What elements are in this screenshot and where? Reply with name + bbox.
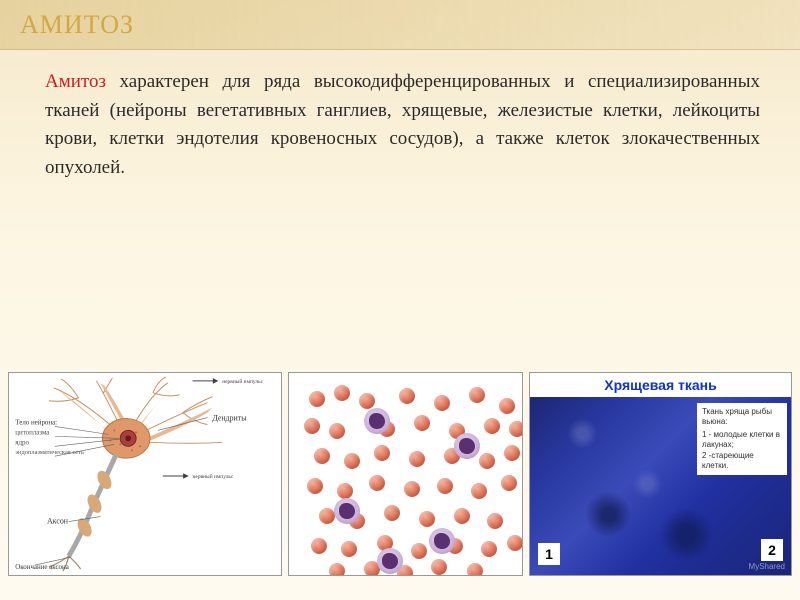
cartilage-header: Хрящевая ткань (530, 373, 791, 397)
body-paragraph: Амитоз характерен для ряда высокодиффере… (0, 50, 800, 192)
red-blood-cell (307, 478, 323, 494)
cartilage-legend-item-2: 2 -стареющие клетки. (702, 451, 782, 472)
red-blood-cell (509, 421, 523, 437)
red-blood-cell (334, 385, 350, 401)
neuron-label-axon: Аксон (47, 517, 69, 526)
red-blood-cell (384, 505, 400, 521)
white-blood-cell (429, 528, 455, 554)
red-blood-cell (504, 445, 520, 461)
red-blood-cell (419, 511, 435, 527)
red-blood-cell (467, 563, 483, 576)
red-blood-cell (404, 481, 420, 497)
blood-panel (288, 372, 523, 576)
red-blood-cell (507, 535, 523, 551)
red-blood-cell (481, 541, 497, 557)
red-blood-cell (471, 483, 487, 499)
neuron-label-body: Тело нейрона: (15, 419, 57, 426)
red-blood-cell (311, 538, 327, 554)
red-blood-cell (501, 475, 517, 491)
red-blood-cell (309, 391, 325, 407)
red-blood-cell (499, 398, 515, 414)
cartilage-index-2: 2 (761, 539, 783, 561)
red-blood-cell (359, 393, 375, 409)
neuron-label-impulse-mid: нервный импульс (193, 473, 234, 480)
red-blood-cell (469, 387, 485, 403)
neuron-label-dendrites: Дендриты (212, 414, 247, 423)
paragraph-rest: характерен для ряда высокодифференцирова… (45, 71, 760, 178)
red-blood-cell (409, 451, 425, 467)
red-blood-cell (411, 543, 427, 559)
white-blood-cell (377, 548, 403, 574)
cartilage-index-1: 1 (538, 543, 560, 565)
cartilage-legend: Ткань хряща рыбы вьюна: 1 - молодые клет… (697, 403, 787, 475)
red-blood-cell (454, 508, 470, 524)
red-blood-cell (487, 513, 503, 529)
red-blood-cell (399, 388, 415, 404)
cartilage-legend-item-1: 1 - молодые клетки в лакунах; (702, 430, 782, 451)
slide-title: АМИТОЗ (20, 10, 134, 40)
red-blood-cell (329, 423, 345, 439)
white-blood-cell (334, 498, 360, 524)
red-blood-cell (431, 559, 447, 575)
images-row: Тело нейрона: цитоплазма ядро эндоплазма… (8, 372, 792, 576)
neuron-panel: Тело нейрона: цитоплазма ядро эндоплазма… (8, 372, 282, 576)
red-blood-cell (344, 453, 360, 469)
neuron-label-impulse-top: нервный импульс (222, 378, 263, 385)
red-blood-cell (369, 475, 385, 491)
red-blood-cell (337, 483, 353, 499)
neuron-diagram: Тело нейрона: цитоплазма ядро эндоплазма… (9, 373, 281, 575)
cartilage-watermark: MyShared (749, 562, 785, 571)
red-blood-cell (341, 541, 357, 557)
red-blood-cell (414, 415, 430, 431)
neuron-label-ending: Окончание аксона (15, 564, 69, 571)
red-blood-cell (329, 563, 345, 576)
white-blood-cell (454, 433, 480, 459)
red-blood-cell (374, 445, 390, 461)
red-blood-cell (484, 418, 500, 434)
red-blood-cell (319, 508, 335, 524)
title-bar: АМИТОЗ (0, 0, 800, 50)
neuron-label-cytoplasm: цитоплазма (15, 429, 49, 436)
red-blood-cell (434, 395, 450, 411)
red-blood-cell (304, 418, 320, 434)
red-blood-cell (314, 448, 330, 464)
highlight-word: Амитоз (45, 71, 106, 92)
red-blood-cell (437, 478, 453, 494)
white-blood-cell (364, 408, 390, 434)
neuron-label-nucleus: ядро (15, 439, 29, 446)
neuron-label-er: эндоплазматическая сеть (15, 449, 84, 456)
red-blood-cell (479, 453, 495, 469)
cartilage-panel: Хрящевая ткань Ткань хряща рыбы вьюна: 1… (529, 372, 792, 576)
cartilage-legend-title: Ткань хряща рыбы вьюна: (702, 407, 782, 428)
